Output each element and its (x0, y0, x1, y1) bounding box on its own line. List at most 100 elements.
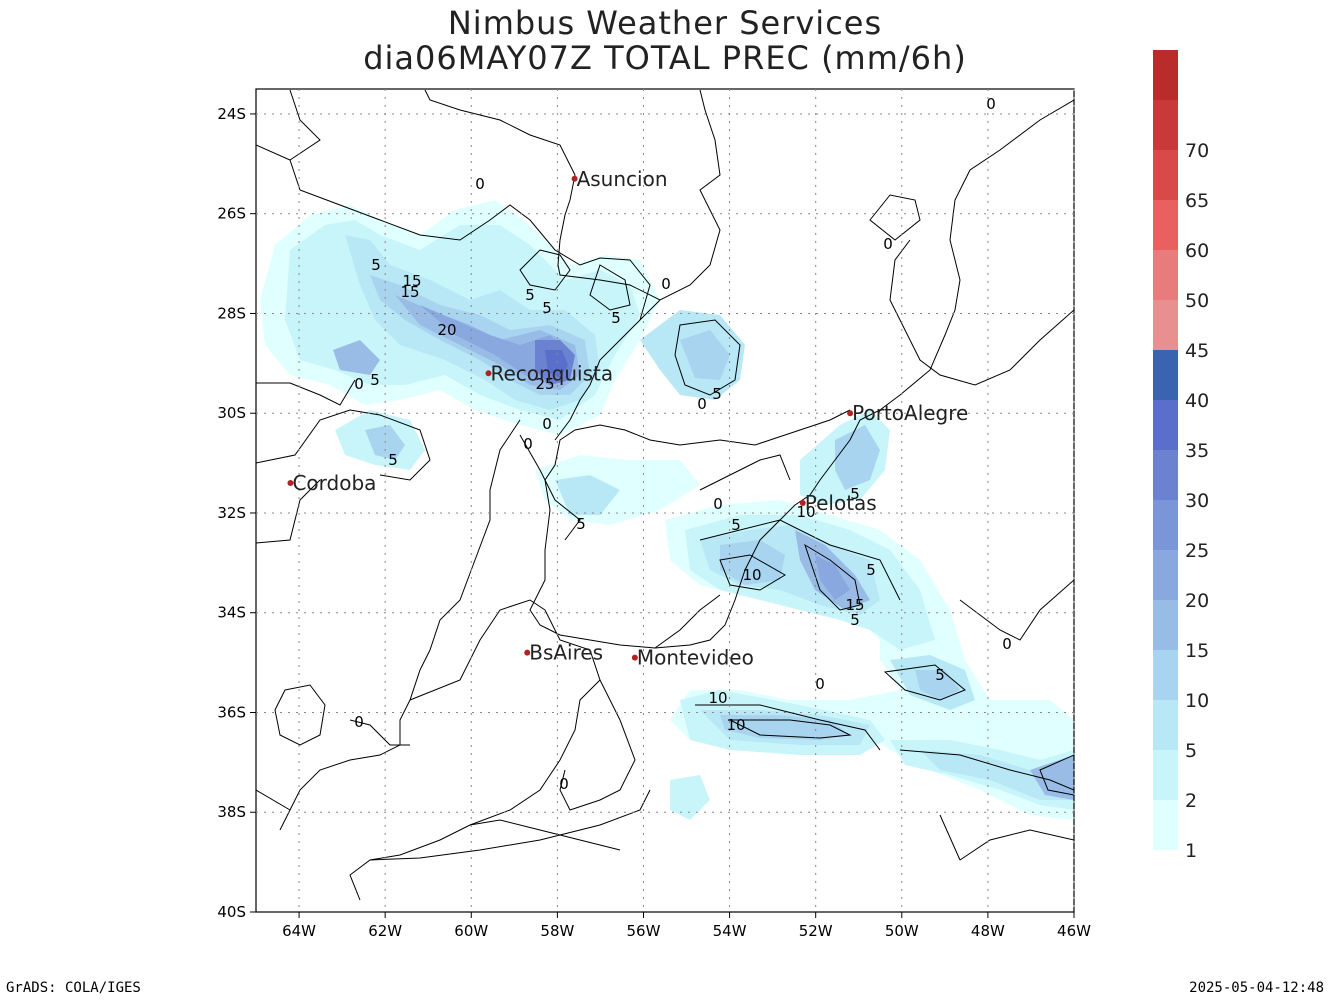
colorbar-swatch (1153, 800, 1178, 850)
colorbar-swatch (1153, 750, 1178, 800)
colorbar-swatch (1153, 150, 1178, 200)
contour-label: 5 (731, 516, 741, 534)
y-tick-label: 24S (217, 105, 246, 123)
colorbar-label: 10 (1185, 690, 1209, 712)
contour-label: 5 (542, 299, 552, 317)
colorbar-swatch (1153, 300, 1178, 350)
colorbar-swatch (1153, 350, 1178, 400)
colorbar-label: 30 (1185, 490, 1209, 512)
city-label: Asuncion (577, 167, 668, 191)
city-dot (571, 175, 578, 182)
y-axis: 24S 26S 28S 30S 32S 34S 36S 38S 40S (217, 105, 256, 921)
contour-label: 15 (400, 283, 419, 301)
colorbar-swatch (1153, 700, 1178, 750)
contour-label: 5 (712, 385, 722, 403)
colorbar-swatch (1153, 600, 1178, 650)
city-markers: Asuncion Reconquista Cordoba PortoAlegre Pel… (287, 167, 968, 670)
footer-credit: GrADS: COLA/IGES (6, 980, 141, 996)
contour-label: 0 (697, 395, 707, 413)
colorbar-swatch (1153, 500, 1178, 550)
city-label: Montevideo (637, 646, 754, 670)
map-subtitle: dia06MAY07Z TOTAL PREC (mm/6h) (363, 39, 967, 77)
contour-label: 0 (815, 675, 825, 693)
contour-label: 0 (354, 713, 364, 731)
y-tick-label: 36S (217, 703, 246, 721)
colorbar-swatch (1153, 650, 1178, 700)
x-tick-label: 46W (1057, 922, 1091, 940)
colorbar-label: 15 (1185, 640, 1209, 662)
city-label: Reconquista (490, 361, 613, 385)
contour-label: 5 (525, 286, 535, 304)
colorbar-label: 20 (1185, 590, 1209, 612)
y-tick-label: 28S (217, 304, 246, 322)
map-grid (256, 89, 1075, 912)
x-tick-label: 54W (713, 922, 747, 940)
x-tick-label: 50W (885, 922, 919, 940)
city-dot (799, 499, 806, 506)
x-tick-label: 56W (627, 922, 661, 940)
contour-label: 15 (402, 272, 421, 290)
y-tick-label: 32S (217, 504, 246, 522)
contour-label: 5 (576, 515, 586, 533)
contour-label: 5 (370, 371, 380, 389)
colorbar-label: 45 (1185, 340, 1209, 362)
city-label: BsAires (529, 641, 603, 665)
colorbar-label: 5 (1185, 740, 1197, 762)
x-tick-label: 58W (540, 922, 574, 940)
colorbar-swatch (1153, 250, 1178, 300)
x-tick-label: 62W (368, 922, 402, 940)
colorbar-label: 70 (1185, 140, 1209, 162)
y-tick-label: 30S (217, 404, 246, 422)
precip-shading (260, 200, 1074, 820)
colorbar-label: 65 (1185, 190, 1209, 212)
colorbar-label: 1 (1185, 840, 1197, 862)
map-frame (255, 88, 1075, 913)
colorbar-label: 2 (1185, 790, 1197, 812)
contour-label: 5 (866, 561, 876, 579)
colorbar-swatch (1153, 400, 1178, 450)
contour-label: 0 (661, 275, 671, 293)
map-title: Nimbus Weather Services (447, 4, 883, 42)
contour-label: 15 (845, 596, 864, 614)
x-tick-label: 48W (971, 922, 1005, 940)
colorbar-label: 60 (1185, 240, 1209, 262)
contour-label: 5 (850, 611, 860, 629)
x-tick-label: 64W (282, 922, 316, 940)
contour-label: 0 (354, 375, 364, 393)
city-dot (287, 480, 294, 487)
contour-label: 0 (883, 235, 893, 253)
contour-label: 0 (542, 415, 552, 433)
city-dot (847, 410, 854, 417)
contour-label: 0 (986, 95, 996, 113)
city-label: PortoAlegre (852, 401, 968, 425)
city-label: Cordoba (292, 471, 376, 495)
x-tick-label: 60W (454, 922, 488, 940)
colorbar-label: 50 (1185, 290, 1209, 312)
contour-label: 25 (535, 375, 554, 393)
contour-label: 0 (1002, 635, 1012, 653)
city-dot (631, 654, 638, 661)
contour-label: 10 (742, 566, 761, 584)
y-tick-label: 38S (217, 803, 246, 821)
city-label: Pelotas (805, 491, 877, 515)
contour-label: 0 (559, 775, 569, 793)
contour-label: 10 (708, 689, 727, 707)
colorbar-swatch (1153, 200, 1178, 250)
contour-label: 10 (726, 716, 745, 734)
contour-label: 5 (388, 451, 398, 469)
colorbar-swatch (1153, 550, 1178, 600)
contour-label: 0 (713, 495, 723, 513)
city-dot (524, 649, 531, 656)
y-tick-label: 34S (217, 604, 246, 622)
contour-label: 5 (935, 666, 945, 684)
colorbar-label: 25 (1185, 540, 1209, 562)
x-axis: 64W 62W 60W 58W 56W 54W 52W 50W 48W 46W (282, 912, 1091, 940)
footer-timestamp: 2025-05-04-12:48 (1189, 980, 1324, 996)
colorbar-swatch (1153, 100, 1178, 150)
contour-label: 5 (611, 309, 621, 327)
contour-lines (256, 89, 1074, 901)
colorbar-label: 40 (1185, 390, 1209, 412)
contour-label: 20 (437, 321, 456, 339)
